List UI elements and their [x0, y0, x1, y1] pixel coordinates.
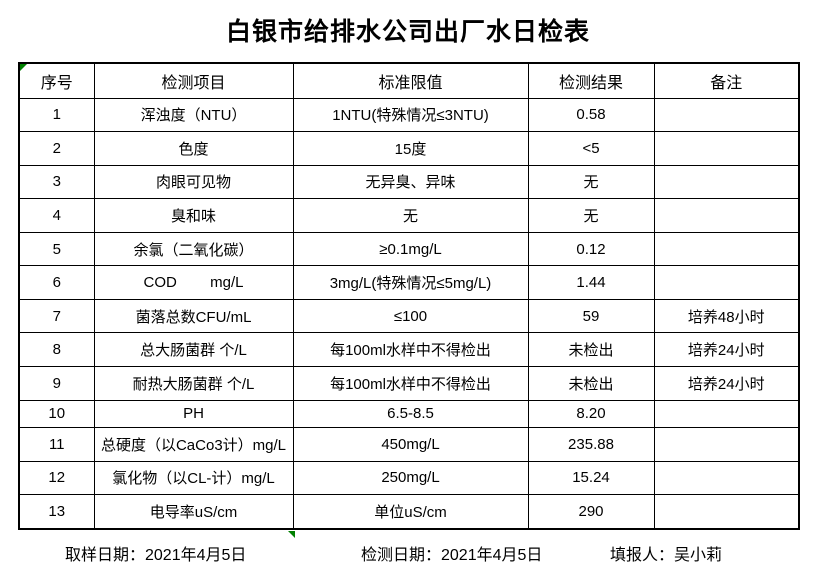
green-corner-marker-icon — [20, 64, 27, 71]
cell-result: 无 — [527, 198, 655, 233]
table-row: 8 总大肠菌群 个/L 每100ml水样中不得检出 未检出 培养24小时 — [18, 332, 800, 367]
cell-result: 59 — [527, 298, 655, 334]
cell-limit: ≤100 — [292, 298, 529, 334]
cell-limit: 每100ml水样中不得检出 — [292, 332, 529, 367]
cell-item: 色度 — [93, 131, 294, 166]
cell-note — [653, 231, 800, 267]
cell-note — [653, 164, 800, 200]
cell-item: 耐热大肠菌群 个/L — [93, 366, 294, 401]
header-row: 序号 检测项目 标准限值 检测结果 备注 — [18, 62, 800, 99]
cell-no: 2 — [18, 131, 95, 166]
testing-date-label: 检测日期：2021年4月5日 — [361, 547, 543, 564]
cell-note — [653, 131, 800, 166]
cell-result: 0.58 — [527, 97, 655, 133]
cell-result: 15.24 — [527, 460, 655, 496]
cell-no: 13 — [18, 494, 95, 530]
cell-limit: 3mg/L(特殊情况≤5mg/L) — [292, 265, 529, 300]
cell-no: 5 — [18, 231, 95, 267]
page-title: 白银市给排水公司出厂水日检表 — [225, 18, 590, 46]
cell-result: 235.88 — [527, 427, 655, 462]
cell-no: 4 — [18, 198, 95, 233]
cell-no: 10 — [18, 399, 95, 429]
cell-no: 8 — [18, 332, 95, 367]
table-row: 3 肉眼可见物 无异臭、异味 无 — [18, 164, 800, 200]
cell-note — [653, 265, 800, 300]
cell-note — [653, 198, 800, 233]
table-row: 12 氯化物（以CL-计）mg/L 250mg/L 15.24 — [18, 460, 800, 496]
col-header-result: 检测结果 — [527, 62, 655, 99]
cell-result: 8.20 — [527, 399, 655, 429]
col-header-no: 序号 — [18, 62, 95, 99]
cell-item: 余氯（二氧化碳） — [93, 231, 294, 267]
cell-item: 菌落总数CFU/mL — [93, 298, 294, 334]
cell-limit: 450mg/L — [292, 427, 529, 462]
cell-result: <5 — [527, 131, 655, 166]
cell-limit: 250mg/L — [292, 460, 529, 496]
cell-item: COD mg/L — [93, 265, 294, 300]
cell-result: 0.12 — [527, 231, 655, 267]
cell-item: 浑浊度（NTU） — [93, 97, 294, 133]
cell-limit: 15度 — [292, 131, 529, 166]
cell-no: 7 — [18, 298, 95, 334]
table-row: 6 COD mg/L 3mg/L(特殊情况≤5mg/L) 1.44 — [18, 265, 800, 300]
cell-item: 总硬度（以CaCo3计）mg/L — [93, 427, 294, 462]
cell-no: 1 — [18, 97, 95, 133]
cell-note: 培养24小时 — [653, 332, 800, 367]
cell-limit: 6.5-8.5 — [292, 399, 529, 429]
cell-item: 臭和味 — [93, 198, 294, 233]
col-header-limit: 标准限值 — [292, 62, 529, 99]
cell-item: PH — [93, 399, 294, 429]
table-row: 2 色度 15度 <5 — [18, 131, 800, 166]
table-row: 9 耐热大肠菌群 个/L 每100ml水样中不得检出 未检出 培养24小时 — [18, 366, 800, 401]
cell-limit: 无异臭、异味 — [292, 164, 529, 200]
green-sheet-marker-icon — [288, 531, 295, 538]
table-row: 1 浑浊度（NTU） 1NTU(特殊情况≤3NTU) 0.58 — [18, 97, 800, 133]
inspection-table: 序号 检测项目 标准限值 检测结果 备注 1 浑浊度（NTU） 1NTU(特殊情… — [18, 62, 800, 530]
reporter-label: 填报人：吴小莉 — [610, 547, 723, 564]
cell-no: 6 — [18, 265, 95, 300]
cell-limit: 每100ml水样中不得检出 — [292, 366, 529, 401]
table-row: 10 PH 6.5-8.5 8.20 — [18, 399, 800, 429]
cell-note — [653, 494, 800, 530]
cell-limit: ≥0.1mg/L — [292, 231, 529, 267]
cell-note — [653, 399, 800, 429]
cell-limit: 1NTU(特殊情况≤3NTU) — [292, 97, 529, 133]
cell-limit: 单位uS/cm — [292, 494, 529, 530]
cell-result: 无 — [527, 164, 655, 200]
col-header-item: 检测项目 — [93, 62, 294, 99]
table-row: 7 菌落总数CFU/mL ≤100 59 培养48小时 — [18, 298, 800, 334]
table-row: 13 电导率uS/cm 单位uS/cm 290 — [18, 494, 800, 530]
table-row: 11 总硬度（以CaCo3计）mg/L 450mg/L 235.88 — [18, 427, 800, 462]
cell-item: 氯化物（以CL-计）mg/L — [93, 460, 294, 496]
cell-result: 290 — [527, 494, 655, 530]
cell-note: 培养48小时 — [653, 298, 800, 334]
table-row: 5 余氯（二氧化碳） ≥0.1mg/L 0.12 — [18, 231, 800, 267]
inspection-table-wrap: 序号 检测项目 标准限值 检测结果 备注 1 浑浊度（NTU） 1NTU(特殊情… — [18, 62, 800, 538]
cell-note — [653, 460, 800, 496]
cell-item: 电导率uS/cm — [93, 494, 294, 530]
cell-no: 11 — [18, 427, 95, 462]
cell-result: 未检出 — [527, 366, 655, 401]
cell-note: 培养24小时 — [653, 366, 800, 401]
cell-result: 1.44 — [527, 265, 655, 300]
cell-no: 12 — [18, 460, 95, 496]
cell-no: 3 — [18, 164, 95, 200]
col-header-note: 备注 — [653, 62, 800, 99]
cell-result: 未检出 — [527, 332, 655, 367]
table-row: 4 臭和味 无 无 — [18, 198, 800, 233]
cell-item: 总大肠菌群 个/L — [93, 332, 294, 367]
cell-limit: 无 — [292, 198, 529, 233]
cell-item: 肉眼可见物 — [93, 164, 294, 200]
cell-no: 9 — [18, 366, 95, 401]
cell-note — [653, 97, 800, 133]
sampling-date-label: 取样日期：2021年4月5日 — [65, 547, 247, 564]
cell-note — [653, 427, 800, 462]
footer: 取样日期：2021年4月5日 检测日期：2021年4月5日 填报人：吴小莉 — [0, 541, 837, 564]
